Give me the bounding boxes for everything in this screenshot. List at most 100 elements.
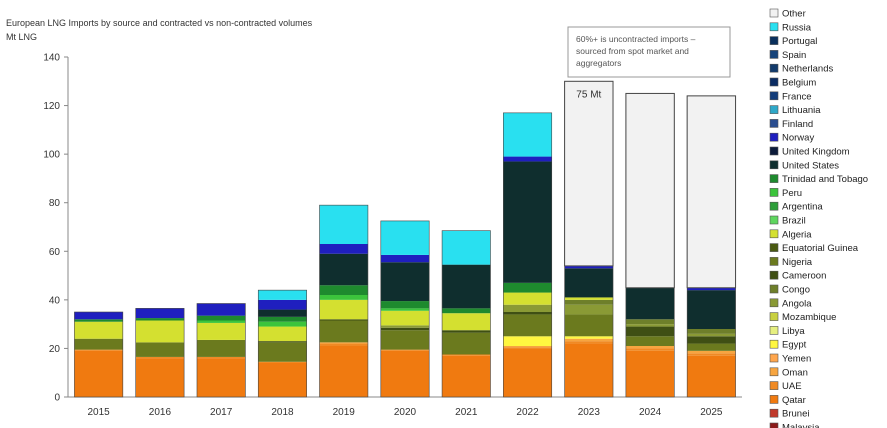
legend-label: Angola [782, 298, 812, 309]
bar-segment [319, 320, 368, 343]
y-tick-labels: 0 20 40 60 80 100 120 140 [43, 53, 60, 404]
bar-segment [503, 348, 552, 397]
legend-label: United States [782, 160, 839, 171]
bar-segment [196, 358, 246, 397]
legend-swatch [769, 215, 779, 225]
y-tick-label: 120 [43, 101, 60, 112]
x-tick-label: 2017 [210, 407, 233, 418]
bar-segment [196, 320, 246, 323]
bar-segment [74, 350, 123, 397]
bar-segment [687, 343, 736, 351]
bar-outline [441, 230, 491, 398]
bar-segment [380, 310, 430, 326]
legend-swatch [769, 22, 779, 32]
bar-segment [687, 350, 736, 354]
bar-segment [625, 287, 675, 320]
bar-segment [74, 321, 123, 339]
legend-label: Congo [782, 285, 810, 296]
legend-label: Portugal [782, 36, 817, 47]
x-tick-label: 2016 [149, 407, 172, 418]
bar-segment [258, 299, 307, 310]
legend-label: Russia [782, 22, 812, 33]
bar-annotation-75mt: 75 Mt [576, 89, 601, 100]
bar-segment [442, 230, 491, 265]
legend-swatch [769, 257, 779, 266]
y-tick-label: 20 [49, 344, 61, 355]
legend-swatch [769, 326, 779, 335]
bar-segment [74, 319, 123, 322]
bar-outline [625, 93, 675, 398]
legend-swatch [769, 339, 779, 349]
bar-segment [380, 330, 430, 350]
legend-label: UAE [782, 381, 802, 392]
y-tick-label: 60 [49, 247, 61, 258]
bar-segment [687, 355, 736, 397]
legend-label: Qatar [782, 395, 806, 406]
legend-label: Other [782, 9, 806, 20]
bar-segment [258, 361, 307, 363]
bar-segment [625, 346, 675, 349]
legend-label: Brunei [782, 409, 809, 420]
bar-segment [380, 308, 430, 311]
legend-label: Norway [782, 133, 814, 144]
bar-segment [196, 339, 246, 357]
legend-swatch [769, 119, 779, 128]
bar-segment [564, 268, 614, 298]
bar-segment [258, 321, 307, 327]
bar-segment [196, 356, 246, 359]
legend-label: United Kingdom [782, 147, 850, 158]
bar-segment [503, 312, 552, 315]
bar-segment [196, 303, 246, 316]
y-tick-label: 0 [54, 393, 60, 404]
chart-title: European LNG Imports by source and contr… [6, 18, 313, 28]
legend-swatch [769, 367, 779, 377]
bar-segment [564, 80, 614, 267]
legend-swatch [769, 8, 779, 18]
x-tick-label: 2015 [88, 407, 111, 418]
bar-segment [503, 314, 552, 337]
bar-segment [625, 336, 675, 346]
bars [74, 80, 737, 398]
bar-segment [564, 343, 614, 397]
legend-label: Algeria [782, 229, 812, 240]
legend-swatch [769, 50, 779, 59]
legend-swatch [769, 77, 779, 87]
bar-segment [625, 92, 675, 289]
bar-segment [442, 355, 491, 397]
bar-segment [686, 95, 737, 289]
bar-segment [380, 325, 430, 328]
legend-label: Egypt [782, 340, 807, 351]
legend-label: Belgium [782, 78, 816, 89]
legend-swatch [769, 36, 779, 45]
legend-swatch [769, 312, 779, 321]
x-tick-label: 2019 [333, 407, 356, 418]
bar-segment [319, 295, 368, 300]
legend-swatch [769, 91, 779, 101]
bar-segment [135, 356, 185, 359]
bar-segment [380, 254, 430, 263]
legend-label: Oman [782, 367, 808, 378]
bar-segment [319, 342, 368, 344]
annotation-text: 60%+ is uncontracted imports – sourced fr… [576, 34, 696, 68]
bar-outline [564, 80, 614, 398]
bar-segment [319, 253, 368, 286]
bar-outline [74, 311, 124, 398]
bar-segment [503, 161, 552, 283]
legend-swatch [769, 146, 779, 156]
bar-outline [686, 95, 736, 398]
legend-label: Peru [782, 188, 802, 199]
x-tick-label: 2022 [516, 407, 539, 418]
y-tick-label: 80 [49, 198, 61, 209]
legend-label: Cameroon [782, 271, 826, 282]
bar-segment [196, 322, 246, 340]
bar-segment [503, 112, 552, 157]
bar-segment [564, 297, 614, 300]
bar-segment [503, 346, 552, 348]
legend-label: Nigeria [782, 257, 813, 268]
legend-label: Lithuania [782, 105, 821, 116]
legend-swatch [769, 270, 779, 280]
bar-segment [258, 290, 307, 300]
bar-outline [319, 204, 369, 398]
bar-segment [564, 304, 614, 315]
